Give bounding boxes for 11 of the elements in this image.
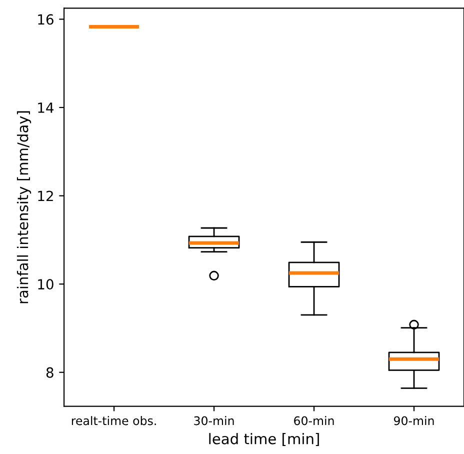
y-axis-title: rainfall intensity [mm/day]	[16, 111, 32, 304]
y-tick-label: 10	[38, 279, 54, 290]
y-tick-label: 16	[38, 14, 54, 25]
x-tick-label: realt-time obs.	[72, 416, 156, 426]
y-tick-label: 12	[38, 190, 53, 202]
x-tick-label: 90-min	[394, 416, 434, 426]
x-tick-label: 60-min	[294, 416, 334, 426]
x-tick-label: 30-min	[194, 416, 234, 426]
y-tick-label: 14	[38, 102, 54, 113]
y-tick-label: 8	[46, 367, 54, 378]
x-axis-title: lead time [min]	[209, 433, 319, 446]
